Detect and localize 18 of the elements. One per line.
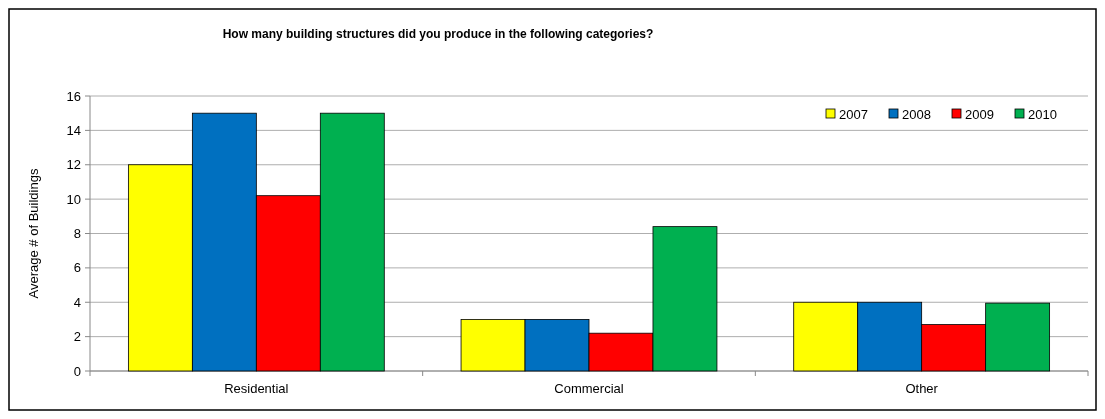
y-tick-label: 14 xyxy=(66,122,81,138)
legend-label: 2010 xyxy=(1028,106,1057,122)
legend-label: 2009 xyxy=(965,106,994,122)
chart-title: How many building structures did you produce in the following categories? xyxy=(222,27,654,41)
y-tick-label: 6 xyxy=(73,260,81,276)
y-tick-label: 2 xyxy=(73,329,81,345)
x-tick-label: Residential xyxy=(224,381,289,396)
x-tick-label: Commercial xyxy=(554,381,624,396)
x-tick-label: Other xyxy=(905,381,939,396)
y-tick-label: 4 xyxy=(73,294,81,310)
y-axis-title: Average # of Buildings xyxy=(26,168,41,299)
legend-label: 2008 xyxy=(902,106,931,122)
y-tick-label: 0 xyxy=(73,363,81,379)
y-tick-label: 8 xyxy=(73,226,81,242)
legend-label: 2007 xyxy=(839,106,868,122)
y-tick-label: 12 xyxy=(66,157,81,173)
y-tick-label: 16 xyxy=(66,88,81,104)
y-tick-label: 10 xyxy=(66,191,81,207)
